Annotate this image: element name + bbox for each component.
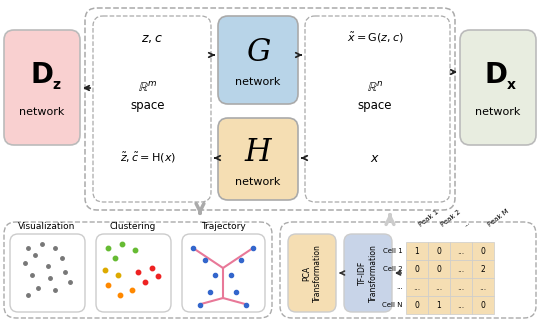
- FancyBboxPatch shape: [10, 234, 85, 312]
- FancyBboxPatch shape: [428, 242, 450, 260]
- Text: Trajectory: Trajectory: [201, 222, 245, 231]
- Text: network: network: [235, 177, 281, 187]
- FancyBboxPatch shape: [406, 260, 428, 278]
- Text: 1: 1: [415, 247, 420, 255]
- Text: ...: ...: [457, 300, 464, 309]
- FancyBboxPatch shape: [406, 242, 428, 260]
- FancyBboxPatch shape: [472, 242, 494, 260]
- Text: 0: 0: [436, 247, 441, 255]
- FancyBboxPatch shape: [460, 30, 536, 145]
- FancyBboxPatch shape: [428, 278, 450, 296]
- FancyBboxPatch shape: [218, 16, 298, 104]
- FancyBboxPatch shape: [96, 234, 171, 312]
- FancyBboxPatch shape: [4, 30, 80, 145]
- Text: Cell 2: Cell 2: [383, 266, 403, 272]
- Text: 0: 0: [415, 264, 420, 273]
- Text: network: network: [235, 77, 281, 87]
- Text: ...: ...: [396, 284, 403, 290]
- Text: network: network: [475, 107, 521, 117]
- FancyBboxPatch shape: [218, 118, 298, 200]
- Text: ...: ...: [414, 282, 421, 291]
- FancyBboxPatch shape: [472, 278, 494, 296]
- FancyBboxPatch shape: [428, 296, 450, 314]
- Text: $\mathit{x}$: $\mathit{x}$: [370, 151, 380, 165]
- FancyBboxPatch shape: [450, 242, 472, 260]
- FancyBboxPatch shape: [406, 296, 428, 314]
- FancyBboxPatch shape: [472, 260, 494, 278]
- FancyBboxPatch shape: [182, 234, 265, 312]
- Text: $\mathit{z, c}$: $\mathit{z, c}$: [141, 32, 163, 44]
- Text: 0: 0: [481, 247, 485, 255]
- Text: $\mathbf{x}$: $\mathbf{x}$: [505, 78, 516, 92]
- Text: ...: ...: [457, 282, 464, 291]
- Text: 0: 0: [415, 300, 420, 309]
- Text: TF-IDF
Transformation: TF-IDF Transformation: [359, 244, 377, 302]
- Text: $\mathbf{D}$: $\mathbf{D}$: [30, 62, 54, 89]
- Text: Clustering: Clustering: [110, 222, 156, 231]
- Text: Peak 2: Peak 2: [440, 209, 462, 228]
- Text: Visualization: Visualization: [18, 222, 76, 231]
- Text: $\mathbb{R}^n$: $\mathbb{R}^n$: [367, 81, 383, 95]
- FancyBboxPatch shape: [288, 234, 336, 312]
- FancyBboxPatch shape: [472, 296, 494, 314]
- Text: 0: 0: [436, 264, 441, 273]
- Text: 2: 2: [481, 264, 485, 273]
- Text: 0: 0: [481, 300, 485, 309]
- Text: ...: ...: [480, 282, 487, 291]
- Text: H: H: [245, 137, 271, 167]
- Text: network: network: [19, 107, 65, 117]
- Text: 1: 1: [437, 300, 441, 309]
- Text: space: space: [357, 99, 392, 111]
- FancyBboxPatch shape: [450, 260, 472, 278]
- Text: $\mathbf{z}$: $\mathbf{z}$: [52, 78, 62, 92]
- Text: $\mathbf{D}$: $\mathbf{D}$: [484, 62, 508, 89]
- Text: Peak 1: Peak 1: [418, 209, 440, 228]
- Text: G: G: [246, 36, 270, 68]
- FancyBboxPatch shape: [428, 260, 450, 278]
- Text: PCA
Transformation: PCA Transformation: [302, 244, 322, 302]
- Text: Peak M: Peak M: [487, 208, 510, 228]
- Text: Cell N: Cell N: [382, 302, 403, 308]
- Text: Cell 1: Cell 1: [383, 248, 403, 254]
- Text: $\tilde{z}, \tilde{c} = \mathrm{H}(\mathit{x})$: $\tilde{z}, \tilde{c} = \mathrm{H}(\math…: [120, 151, 176, 165]
- FancyBboxPatch shape: [344, 234, 392, 312]
- FancyBboxPatch shape: [406, 278, 428, 296]
- Text: $\tilde{x} = \mathrm{G}(\mathit{z}, \mathit{c})$: $\tilde{x} = \mathrm{G}(\mathit{z}, \mat…: [347, 31, 403, 45]
- FancyBboxPatch shape: [450, 296, 472, 314]
- Text: ...: ...: [462, 219, 471, 228]
- Text: space: space: [131, 99, 165, 111]
- Text: ...: ...: [435, 282, 443, 291]
- Text: ...: ...: [457, 264, 464, 273]
- Text: $\mathbb{R}^m$: $\mathbb{R}^m$: [138, 81, 158, 95]
- FancyBboxPatch shape: [450, 278, 472, 296]
- Text: ...: ...: [457, 247, 464, 255]
